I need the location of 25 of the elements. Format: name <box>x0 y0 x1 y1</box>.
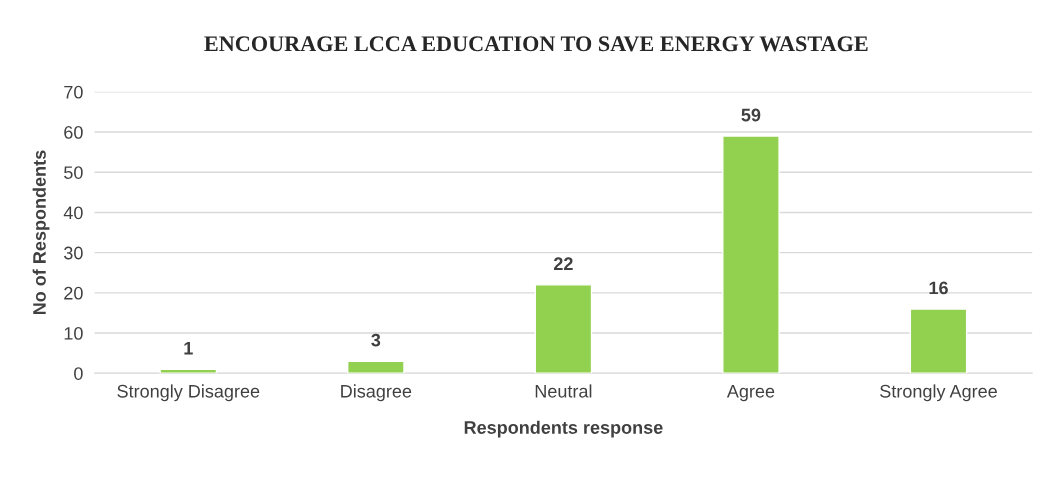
y-tick-label: 50 <box>64 166 83 179</box>
data-label: 16 <box>929 281 948 295</box>
y-axis-title: No of Respondents <box>32 150 50 315</box>
x-tick-label: Agree <box>726 385 775 402</box>
x-tick-label: Strongly Disagree <box>117 384 260 402</box>
bar <box>722 135 780 374</box>
y-tick-label: 60 <box>64 126 83 139</box>
y-tick-label: 10 <box>64 326 83 340</box>
bar <box>347 360 405 374</box>
data-label: 3 <box>371 333 381 347</box>
data-label: 1 <box>184 341 193 355</box>
y-tick-label: 40 <box>63 206 83 220</box>
bar <box>909 308 968 374</box>
x-axis-title: Respondents response <box>464 420 663 438</box>
data-label: 22 <box>553 257 573 270</box>
x-tick-label: Neutral <box>535 384 592 398</box>
chart-title: ENCOURAGE LCCA EDUCATION TO SAVE ENERGY WASTAGE <box>204 36 868 52</box>
bar <box>534 284 593 374</box>
y-tick-label: 30 <box>64 246 83 260</box>
y-tick-label: 0 <box>74 367 83 380</box>
y-tick-label: 20 <box>64 286 83 300</box>
data-label: 59 <box>741 108 761 122</box>
x-tick-label: Strongly Agree <box>880 384 997 402</box>
x-tick-label: Disagree <box>341 384 412 402</box>
y-tick-label: 70 <box>64 85 83 99</box>
